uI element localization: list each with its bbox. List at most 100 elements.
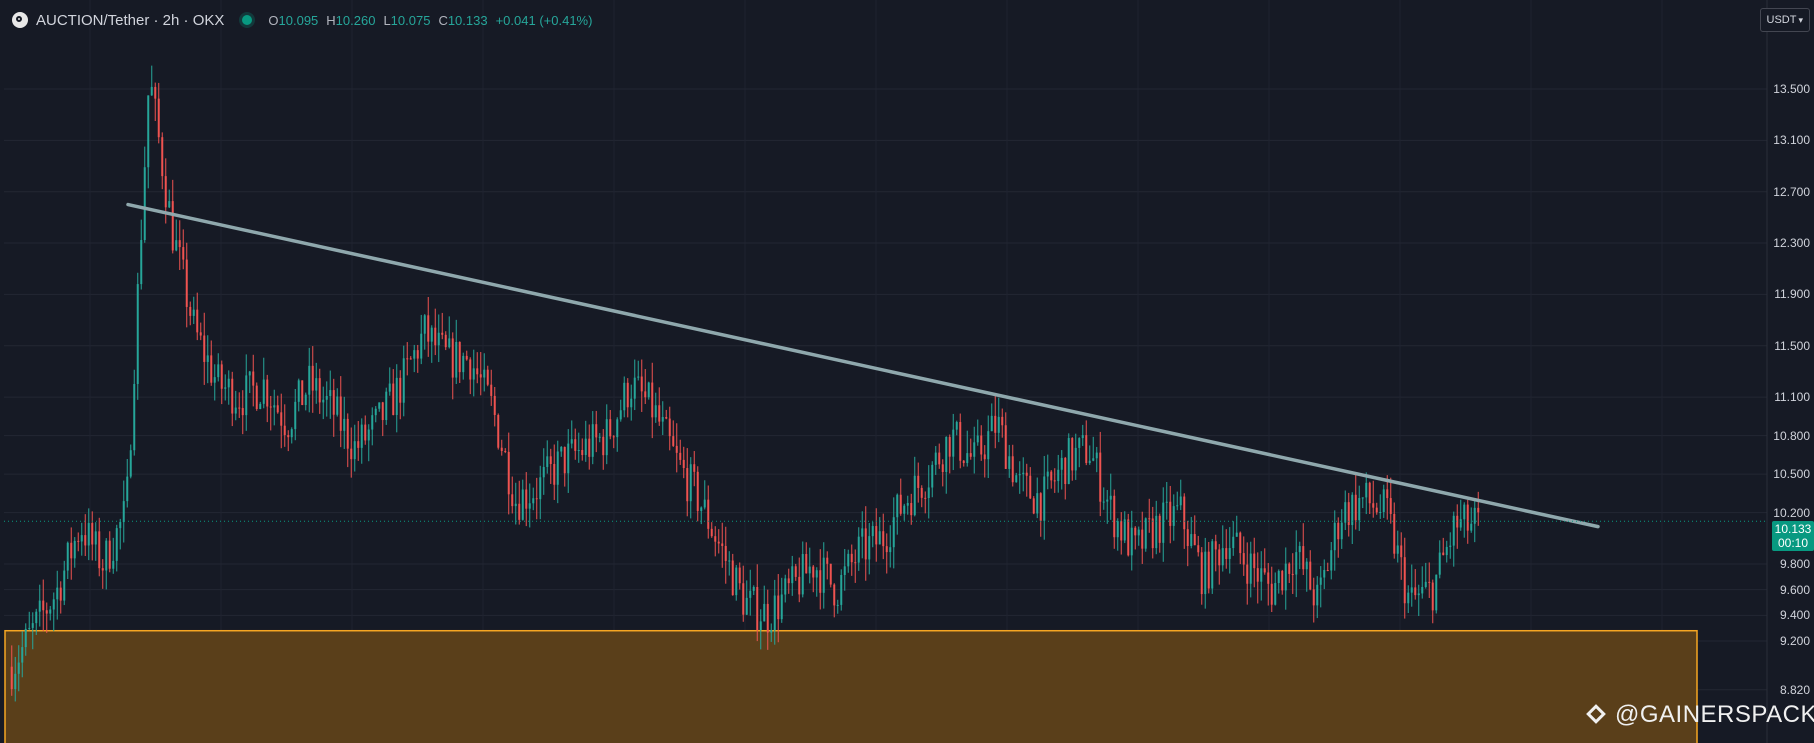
candle xyxy=(1274,572,1277,606)
candle-body xyxy=(210,355,213,383)
candle xyxy=(122,480,125,543)
candle-body xyxy=(1393,513,1396,554)
candle-body xyxy=(917,475,920,488)
candle xyxy=(787,568,790,594)
candle xyxy=(462,352,465,380)
candle xyxy=(658,387,661,426)
candle xyxy=(630,384,633,421)
candle xyxy=(945,436,948,494)
candle-body xyxy=(882,531,885,547)
price-scale-label: 12.300 xyxy=(1773,236,1810,251)
candle xyxy=(1249,541,1252,598)
candle-body xyxy=(801,554,804,595)
candle-body xyxy=(301,380,304,406)
candle-body xyxy=(297,380,300,402)
candle xyxy=(374,406,377,423)
candle xyxy=(609,410,612,440)
candle-body xyxy=(140,240,143,285)
resistance-trendline[interactable] xyxy=(126,202,1600,529)
price-scale-label: 13.500 xyxy=(1773,82,1810,96)
candle-body xyxy=(626,382,629,408)
candle-body xyxy=(1291,573,1294,575)
candle xyxy=(1106,489,1109,524)
candle-body xyxy=(42,600,45,611)
candle-body xyxy=(1386,489,1389,499)
candle xyxy=(87,508,90,561)
candle-body xyxy=(1249,553,1252,584)
candle xyxy=(1396,530,1399,563)
candle xyxy=(1134,526,1137,550)
price-scale-label: 10.200 xyxy=(1773,505,1810,520)
candle-body xyxy=(1036,493,1039,514)
candle-body xyxy=(1428,581,1431,583)
candle-body xyxy=(269,406,272,408)
candle xyxy=(1358,485,1361,531)
candle-body xyxy=(1337,522,1340,540)
candle xyxy=(224,374,227,401)
candle-body xyxy=(1410,587,1413,593)
candle-body xyxy=(766,603,769,633)
candle-body xyxy=(1218,549,1221,566)
candle xyxy=(49,605,52,621)
candle-body xyxy=(1078,438,1081,448)
candle-body xyxy=(234,407,237,414)
candle xyxy=(269,395,272,431)
candle xyxy=(238,392,241,418)
candle-body xyxy=(1354,494,1357,521)
candle xyxy=(280,393,283,449)
candle xyxy=(1407,585,1410,613)
candle-body xyxy=(836,604,839,606)
candle xyxy=(983,445,986,478)
currency-selector-button[interactable]: USDT ▾ xyxy=(1759,8,1810,32)
candle-body xyxy=(784,578,787,595)
candle-body xyxy=(1382,489,1385,512)
candle-body xyxy=(262,379,265,404)
candle-body xyxy=(1421,586,1424,594)
candle xyxy=(1298,541,1301,570)
candle-body xyxy=(182,247,185,260)
candle xyxy=(1095,446,1098,473)
candle xyxy=(304,392,307,411)
candle-body xyxy=(1477,507,1480,513)
candle xyxy=(332,378,335,437)
candle xyxy=(227,370,230,405)
candle xyxy=(1039,492,1042,537)
price-scale[interactable]: 13.500 13.100 12.700 12.300 11.900 11.500 11.1… xyxy=(1767,0,1814,743)
candle xyxy=(1312,577,1315,623)
candle-body xyxy=(388,383,391,392)
candle xyxy=(1099,431,1102,517)
candle-body xyxy=(826,557,829,564)
candle xyxy=(1424,562,1427,589)
candle-body xyxy=(112,560,115,569)
candle xyxy=(784,574,787,603)
candle xyxy=(1288,562,1291,584)
candle-body xyxy=(644,391,647,398)
candle xyxy=(815,567,818,597)
candle-body xyxy=(598,436,601,438)
candle-body xyxy=(378,402,381,409)
candle-body xyxy=(612,436,615,438)
candle xyxy=(861,511,864,559)
candle-body xyxy=(752,587,755,591)
candle xyxy=(364,415,367,445)
candle-body xyxy=(518,503,521,520)
candle-body xyxy=(287,435,290,438)
candle xyxy=(994,393,997,449)
candle-body xyxy=(990,415,993,432)
candle-body xyxy=(1445,546,1448,556)
candle-body xyxy=(1400,545,1403,558)
candle xyxy=(850,544,853,576)
candle xyxy=(17,645,20,692)
symbol-title[interactable]: AUCTION/Tether · 2h · OKX xyxy=(36,11,225,29)
candle-body xyxy=(539,477,542,500)
candle-body xyxy=(1379,511,1382,513)
candle xyxy=(924,491,927,514)
candle-body xyxy=(196,309,199,333)
candle xyxy=(126,459,129,508)
candle xyxy=(1200,547,1203,605)
candle xyxy=(1428,562,1431,598)
candle-body xyxy=(588,438,591,457)
candle-body xyxy=(1130,527,1133,556)
candle-body xyxy=(616,419,619,438)
